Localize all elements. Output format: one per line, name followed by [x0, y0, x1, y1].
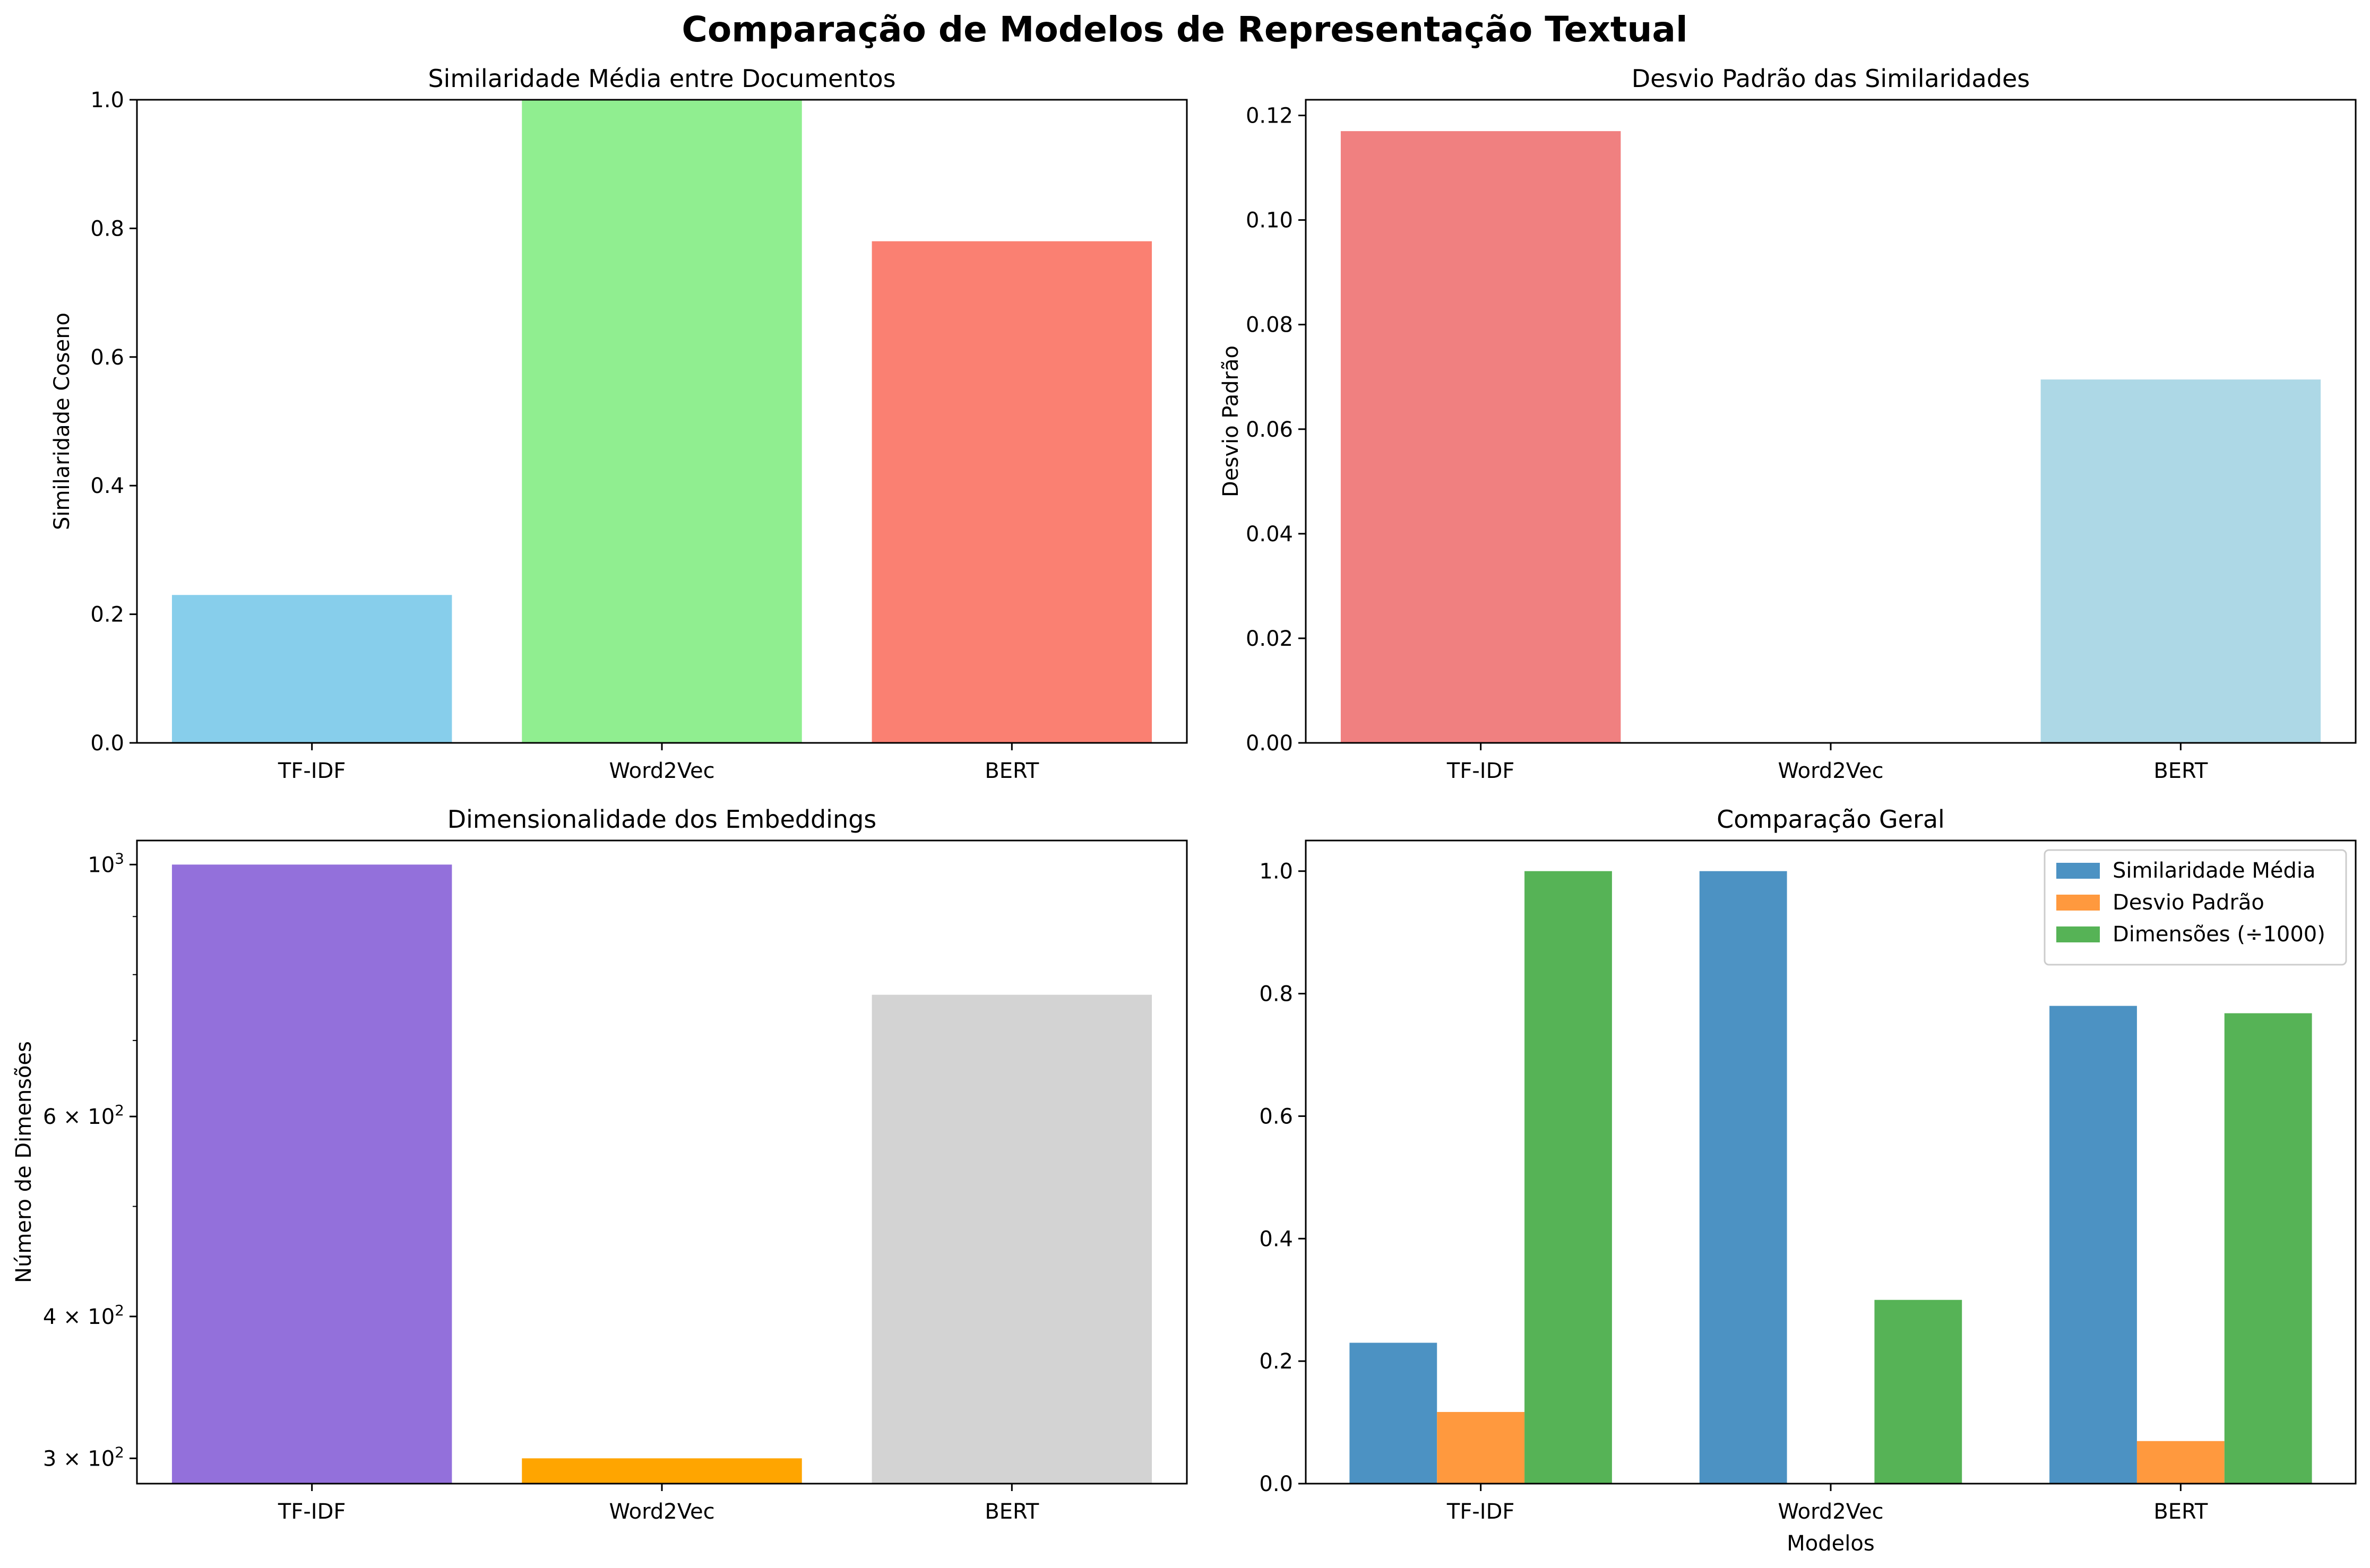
- x-tick-label: Word2Vec: [1778, 759, 1883, 783]
- y-tick-label: 0.06: [1246, 418, 1293, 442]
- bar-tf-idf: [171, 595, 452, 743]
- y-tick-label: 0.00: [1246, 731, 1293, 756]
- y-tick-label: 0.04: [1246, 522, 1293, 547]
- y-tick-label: 0.6: [90, 345, 124, 370]
- legend-swatch: [2056, 863, 2100, 879]
- legend-label: Desvio Padrão: [2113, 890, 2264, 915]
- bar-tf-idf: [171, 864, 452, 1484]
- y-tick-label: 0.8: [1259, 982, 1293, 1007]
- x-tick-label: TF-IDF: [1446, 1500, 1514, 1524]
- bar-bert-series-3: [2224, 1013, 2312, 1484]
- x-axis-label: Modelos: [1787, 1531, 1874, 1556]
- x-tick-label: TF-IDF: [278, 759, 346, 783]
- y-tick-label: 0.2: [90, 603, 124, 627]
- bar-tf-idf-series-3: [1524, 871, 1612, 1484]
- subplot-3: Dimensionalidade dos Embeddings TF-IDF Wor…: [12, 805, 1188, 1524]
- bar-tf-idf-series-2: [1437, 1411, 1525, 1484]
- legend-frame: [2044, 849, 2347, 966]
- subplots: Similaridade Média entre Documentos TF-ID…: [12, 64, 2357, 1556]
- bar-bert: [2040, 379, 2321, 743]
- bar-tf-idf: [1340, 131, 1621, 743]
- y-tick-label: 0.02: [1246, 627, 1293, 651]
- subplot-2: Desvio Padrão das Similaridades TF-IDF Wor…: [1219, 64, 2357, 783]
- y-axis-label: Similaridade Coseno: [50, 313, 74, 530]
- bar-bert: [872, 241, 1152, 743]
- bar-word2vec-series-1: [1699, 871, 1787, 1484]
- y-tick-label: 0.2: [1259, 1349, 1293, 1374]
- legend-swatch: [2056, 895, 2100, 911]
- subplot-title: Comparação Geral: [1717, 805, 1945, 834]
- y-tick-label: 3 × 102: [43, 1443, 124, 1471]
- y-tick-label: 4 × 102: [43, 1302, 124, 1329]
- y-tick-label: 0.0: [90, 731, 124, 756]
- x-tick-label: BERT: [2153, 759, 2208, 783]
- y-tick-label: 0.6: [1259, 1104, 1293, 1129]
- x-tick-label: Word2Vec: [1778, 1500, 1883, 1524]
- x-tick-label: TF-IDF: [1446, 759, 1514, 783]
- x-tick-label: Word2Vec: [609, 759, 714, 783]
- y-tick-label: 6 × 102: [43, 1102, 124, 1129]
- y-tick-label: 1.0: [90, 88, 124, 112]
- x-tick-label: BERT: [985, 759, 1039, 783]
- subplot-4: Comparação Geral TF-IDF Word2Vec BERT Modelo…: [1259, 805, 2357, 1556]
- y-tick-label: 0.10: [1246, 209, 1293, 233]
- y-tick-label: 0.08: [1246, 313, 1293, 337]
- subplot-title: Dimensionalidade dos Embeddings: [447, 805, 877, 834]
- subplot-title: Similaridade Média entre Documentos: [428, 64, 895, 93]
- y-tick-label: 0.4: [90, 474, 124, 498]
- y-axis-label: Desvio Padrão: [1219, 345, 1243, 497]
- bar-bert: [872, 994, 1152, 1484]
- y-tick-label: 0.12: [1246, 104, 1293, 128]
- y-tick-label: 103: [88, 850, 124, 877]
- x-tick-label: BERT: [2153, 1500, 2208, 1524]
- bar-bert-series-2: [2136, 1441, 2225, 1484]
- subplot-1: Similaridade Média entre Documentos TF-ID…: [50, 64, 1188, 783]
- bar-bert-series-1: [2049, 1006, 2137, 1484]
- bar-word2vec-series-3: [1874, 1300, 1962, 1484]
- y-tick-label: 0.4: [1259, 1227, 1293, 1251]
- x-tick-label: BERT: [985, 1500, 1039, 1524]
- y-axis-label: Número de Dimensões: [12, 1041, 36, 1283]
- legend-label: Similaridade Média: [2113, 859, 2316, 883]
- figure-suptitle: Comparação de Modelos de Representação T…: [682, 9, 1687, 50]
- y-tick-label: 0.8: [90, 216, 124, 241]
- bar-word2vec: [522, 1458, 802, 1484]
- x-tick-label: TF-IDF: [278, 1500, 346, 1524]
- x-tick-label: Word2Vec: [609, 1500, 714, 1524]
- subplot-title: Desvio Padrão das Similaridades: [1632, 64, 2030, 93]
- bar-word2vec: [522, 100, 802, 743]
- bar-tf-idf-series-1: [1349, 1342, 1437, 1484]
- legend: Similaridade Média Desvio Padrão Dimensões…: [2044, 849, 2347, 966]
- legend-swatch: [2056, 926, 2100, 942]
- y-tick-label: 0.0: [1259, 1472, 1293, 1496]
- legend-label: Dimensões (÷1000): [2113, 922, 2325, 947]
- y-tick-label: 1.0: [1259, 860, 1293, 884]
